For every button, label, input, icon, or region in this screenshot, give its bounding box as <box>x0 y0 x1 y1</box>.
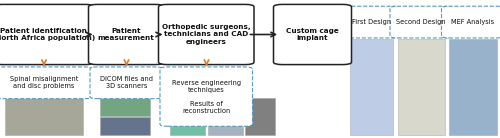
Text: Spinal misalignment
and disc problems: Spinal misalignment and disc problems <box>10 76 78 89</box>
FancyBboxPatch shape <box>0 4 94 65</box>
FancyBboxPatch shape <box>90 67 162 99</box>
Text: Patient identification
(North Africa population): Patient identification (North Africa pop… <box>0 28 96 41</box>
FancyBboxPatch shape <box>0 67 92 99</box>
Text: Second Design: Second Design <box>396 19 446 25</box>
FancyBboxPatch shape <box>342 6 400 38</box>
Bar <box>449 39 496 135</box>
Bar <box>5 98 82 135</box>
FancyBboxPatch shape <box>88 4 164 65</box>
FancyBboxPatch shape <box>158 4 254 65</box>
Text: Reverse engineering
techniques

Results of
reconstruction: Reverse engineering techniques Results o… <box>172 80 241 114</box>
Bar <box>170 98 205 135</box>
FancyBboxPatch shape <box>442 6 500 38</box>
Text: Orthopedic surgeons,
technicians and CAD
engineers: Orthopedic surgeons, technicians and CAD… <box>162 24 250 45</box>
Bar <box>245 98 275 135</box>
Bar <box>350 39 393 135</box>
Text: Custom cage
implant: Custom cage implant <box>286 28 339 41</box>
Bar <box>100 98 150 116</box>
FancyBboxPatch shape <box>390 6 452 38</box>
Bar <box>100 117 150 135</box>
Text: Patient
measurement: Patient measurement <box>98 28 154 41</box>
Bar <box>208 98 242 135</box>
FancyBboxPatch shape <box>274 4 351 65</box>
FancyBboxPatch shape <box>160 67 252 126</box>
Text: First Design: First Design <box>352 19 391 25</box>
Bar <box>398 39 445 135</box>
Text: MEF Analysis: MEF Analysis <box>451 19 494 25</box>
Text: DICOM files and
3D scanners: DICOM files and 3D scanners <box>100 76 153 89</box>
